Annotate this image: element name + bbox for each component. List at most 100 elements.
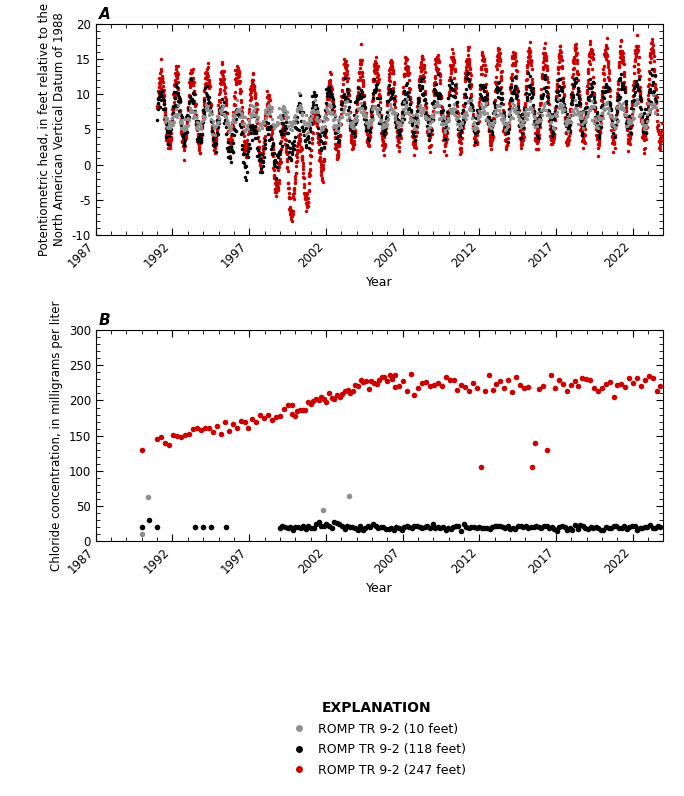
Point <box>445 84 456 96</box>
Point <box>438 117 449 130</box>
Point <box>279 107 290 119</box>
Point <box>358 89 369 102</box>
Point <box>436 107 447 120</box>
Point <box>406 115 417 128</box>
Point <box>161 133 172 146</box>
Point <box>207 425 218 438</box>
Point <box>358 105 369 118</box>
Point <box>542 88 553 100</box>
Point <box>457 120 468 133</box>
Point <box>253 135 264 147</box>
Point <box>230 125 241 138</box>
Point <box>590 521 601 533</box>
Point <box>624 126 635 139</box>
Point <box>337 84 347 96</box>
Point <box>342 84 353 97</box>
Point <box>443 114 454 127</box>
Point <box>282 399 293 412</box>
Point <box>244 107 255 120</box>
Point <box>640 120 650 133</box>
Point <box>309 114 320 127</box>
Point <box>596 94 607 107</box>
Point <box>545 126 556 139</box>
Point <box>357 100 368 113</box>
Point <box>398 112 409 125</box>
Point <box>284 135 295 148</box>
Point <box>612 379 623 392</box>
Point <box>315 147 326 160</box>
Point <box>164 123 175 136</box>
Point <box>638 146 649 159</box>
Point <box>438 114 449 127</box>
Point <box>331 140 342 153</box>
Point <box>560 110 571 123</box>
Point <box>397 109 408 122</box>
Point <box>171 65 182 78</box>
Point <box>493 99 504 111</box>
Point <box>362 135 373 148</box>
Point <box>422 126 433 139</box>
Point <box>596 113 607 126</box>
Point <box>427 108 438 121</box>
Point <box>259 118 269 131</box>
Point <box>229 123 240 136</box>
Point <box>267 127 278 140</box>
Point <box>326 88 337 100</box>
Point <box>174 96 185 108</box>
Point <box>171 68 182 80</box>
Point <box>653 125 663 138</box>
Point <box>187 97 198 110</box>
Point <box>611 110 622 123</box>
Point <box>557 72 568 84</box>
Point <box>564 125 575 138</box>
Point <box>514 123 525 136</box>
Point <box>246 84 257 97</box>
Point <box>618 102 629 115</box>
Point <box>431 88 442 101</box>
Point <box>165 139 176 151</box>
Point <box>433 62 444 75</box>
Point <box>547 120 557 133</box>
Point <box>356 65 367 78</box>
Point <box>539 58 550 71</box>
Point <box>622 118 633 131</box>
Point <box>624 521 635 533</box>
Point <box>360 107 371 119</box>
Point <box>197 103 208 116</box>
Point <box>434 55 445 68</box>
Point <box>282 155 293 168</box>
Point <box>248 100 259 112</box>
Point <box>461 54 472 67</box>
Point <box>278 128 289 141</box>
Point <box>590 111 601 124</box>
Point <box>155 62 166 75</box>
Point <box>540 47 551 60</box>
Point <box>573 96 584 109</box>
Point <box>633 96 644 109</box>
Point <box>239 117 250 130</box>
Point <box>200 77 211 90</box>
Point <box>648 63 659 76</box>
Point <box>315 135 326 148</box>
Point <box>629 60 640 72</box>
Point <box>582 92 593 105</box>
Point <box>313 135 324 148</box>
Point <box>604 110 615 123</box>
Point <box>495 92 505 104</box>
Point <box>607 119 618 131</box>
Point <box>615 72 626 84</box>
Point <box>443 88 454 101</box>
Point <box>598 91 609 103</box>
Point <box>468 119 479 131</box>
Point <box>549 127 560 140</box>
Point <box>379 116 390 129</box>
Point <box>202 104 213 117</box>
Point <box>402 520 412 533</box>
Point <box>306 106 317 119</box>
Point <box>558 80 569 92</box>
Point <box>355 92 366 104</box>
Point <box>404 93 415 106</box>
Point <box>195 134 206 146</box>
Point <box>363 120 373 133</box>
Point <box>174 91 185 103</box>
